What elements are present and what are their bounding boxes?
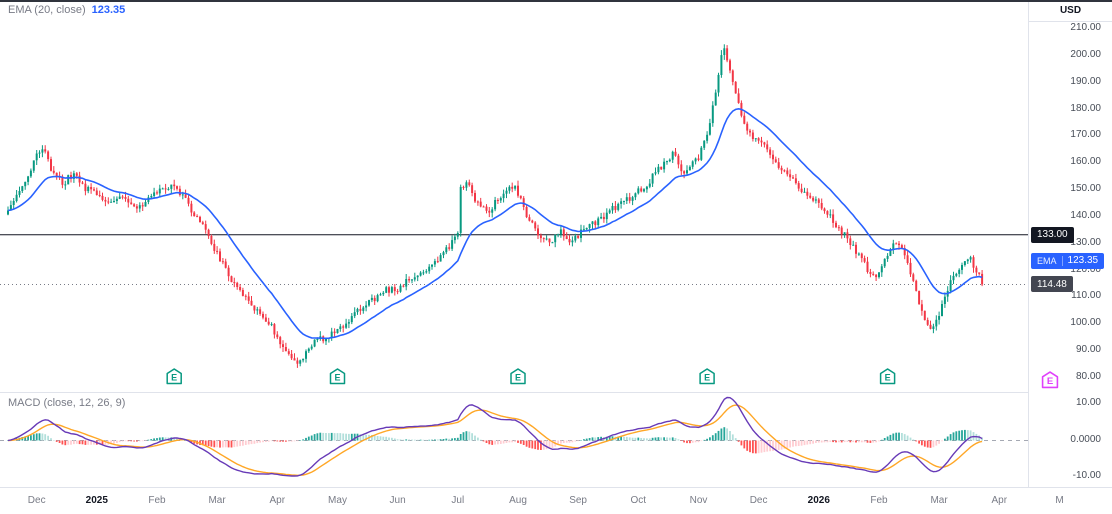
macd-tick-label: -10.00 — [1072, 470, 1101, 482]
window-top-border — [0, 0, 1112, 2]
time-month-label: Jun — [389, 495, 406, 506]
time-month-label: Sep — [569, 495, 587, 506]
price-tick-label: 210.00 — [1070, 22, 1101, 34]
time-month-label: M — [1055, 495, 1064, 506]
price-line-badge-value: 133.00 — [1037, 229, 1068, 241]
time-month-label: May — [328, 495, 347, 506]
svg-text:E: E — [515, 373, 521, 383]
ema-price-badge-value: 123.35 — [1067, 255, 1099, 267]
time-month-label: Jul — [451, 495, 465, 506]
price-line-badge[interactable]: 133.00 — [1031, 226, 1074, 243]
price-tick-label: 100.00 — [1070, 317, 1101, 329]
currency-label: USD — [1029, 0, 1112, 22]
time-year-label: 2025 — [85, 495, 108, 506]
ema-legend: EMA (20, close) 123.35 — [8, 4, 125, 16]
earnings-icon[interactable]: E — [510, 368, 526, 385]
upcoming-earnings-icon[interactable]: E — [1041, 371, 1059, 389]
price-tick-label: 120.00 — [1070, 263, 1101, 275]
upcoming-earnings-shield — [1041, 371, 1059, 389]
macd-tick-label: 0.0000 — [1070, 433, 1101, 445]
ema-legend-label: EMA (20, close) — [8, 4, 86, 16]
earnings-icon[interactable]: E — [879, 368, 896, 385]
macd-tick-label: 10.00 — [1075, 396, 1101, 408]
time-month-label: Apr — [991, 495, 1008, 506]
last-price-badge-value: 114.48 — [1037, 278, 1067, 290]
svg-text:E: E — [885, 373, 891, 383]
time-month-label: Feb — [148, 495, 166, 506]
time-month-label: Mar — [208, 495, 226, 506]
price-scale[interactable]: USD 133.00 EMA 123.35 114.48 E 210.00 200… — [1028, 0, 1112, 487]
time-month-label: Dec — [27, 495, 46, 506]
upcoming-earnings-letter: E — [1047, 376, 1053, 387]
price-tick-label: 130.00 — [1070, 236, 1101, 248]
time-month-label: Mar — [930, 495, 948, 506]
macd-line — [7, 396, 983, 477]
time-month-label: Dec — [749, 495, 768, 506]
macd-signal-line — [7, 404, 983, 477]
price-tick-label: 80.00 — [1075, 370, 1101, 382]
svg-text:E: E — [704, 373, 710, 383]
time-month-label: Feb — [870, 495, 888, 506]
time-month-label: Aug — [509, 495, 527, 506]
price-tick-label: 110.00 — [1071, 290, 1101, 302]
price-tick-label: 150.00 — [1070, 183, 1101, 195]
price-tick-label: 90.00 — [1075, 344, 1101, 356]
price-tick-label: 200.00 — [1070, 49, 1101, 60]
price-pane[interactable]: E E E E E EMA (20, close) 123.35 — [0, 0, 1028, 392]
macd-legend: MACD (close, 12, 26, 9) — [8, 397, 125, 409]
macd-chart-canvas[interactable] — [0, 393, 1028, 487]
ema-line — [7, 107, 983, 340]
time-month-label: Apr — [269, 495, 286, 506]
ema-price-badge-prefix: EMA — [1037, 255, 1063, 266]
earnings-icon[interactable]: E — [699, 368, 715, 385]
time-month-label: Oct — [630, 495, 647, 506]
earnings-icon[interactable]: E — [166, 368, 182, 385]
price-tick-label: 180.00 — [1070, 102, 1101, 114]
time-year-label: 2026 — [807, 495, 830, 506]
ema-legend-value: 123.35 — [91, 4, 126, 16]
macd-histogram — [7, 427, 983, 454]
svg-text:E: E — [334, 373, 340, 383]
price-tick-label: 140.00 — [1070, 209, 1101, 221]
time-month-label: Nov — [689, 495, 708, 506]
macd-pane[interactable]: MACD (close, 12, 26, 9) — [0, 392, 1028, 487]
ema-price-badge: EMA 123.35 — [1031, 252, 1105, 269]
macd-legend-label: MACD (close, 12, 26, 9) — [8, 397, 126, 409]
last-price-badge[interactable]: 114.48 — [1031, 276, 1073, 293]
price-tick-label: 190.00 — [1070, 75, 1101, 87]
candles — [7, 44, 984, 368]
price-tick-label: 160.00 — [1070, 156, 1101, 168]
earnings-icon[interactable]: E — [329, 368, 346, 385]
svg-text:E: E — [171, 373, 177, 383]
time-scale[interactable]: Dec 2025 Feb Mar Apr May Jun Jul Aug Sep Oct Nov Dec… — [0, 487, 1112, 514]
price-tick-label: 170.00 — [1070, 129, 1101, 141]
